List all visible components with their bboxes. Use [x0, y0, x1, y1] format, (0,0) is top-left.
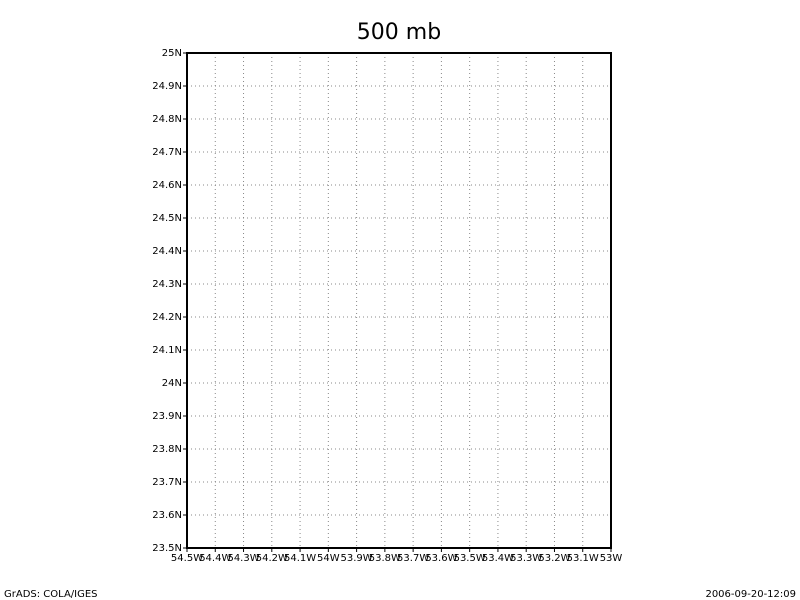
y-tick-label: 24.6N	[152, 180, 182, 191]
x-tick-label: 53.2W	[538, 553, 570, 564]
chart-title: 500 mb	[357, 20, 441, 45]
y-tick-label: 23.9N	[152, 411, 182, 422]
x-tick-label: 54W	[317, 553, 340, 564]
x-tick-label: 53.8W	[369, 553, 401, 564]
x-tick-label: 54.1W	[284, 553, 316, 564]
x-tick-label: 53.4W	[482, 553, 514, 564]
x-tick-label: 53.5W	[454, 553, 486, 564]
y-tick-label: 24.3N	[152, 279, 182, 290]
x-tick-label: 54.5W	[171, 553, 203, 564]
y-tick-label: 24.5N	[152, 213, 182, 224]
y-tick-label: 25N	[162, 48, 182, 59]
x-tick-label: 54.4W	[199, 553, 231, 564]
footer-left: GrADS: COLA/IGES	[4, 589, 98, 600]
y-tick-label: 24.8N	[152, 114, 182, 125]
y-tick-label: 24.1N	[152, 345, 182, 356]
x-tick-label: 53.6W	[425, 553, 457, 564]
x-tick-label: 53W	[600, 553, 623, 564]
x-tick-label: 53.3W	[510, 553, 542, 564]
footer-right: 2006-09-20-12:09	[705, 589, 796, 600]
y-tick-label: 24.9N	[152, 81, 182, 92]
y-tick-label: 24N	[162, 378, 182, 389]
x-tick-label: 53.1W	[567, 553, 599, 564]
x-tick-label: 54.3W	[227, 553, 259, 564]
y-tick-label: 23.5N	[152, 543, 182, 554]
y-tick-label: 24.7N	[152, 147, 182, 158]
x-tick-label: 53.9W	[341, 553, 373, 564]
y-tick-label: 23.6N	[152, 510, 182, 521]
x-tick-label: 53.7W	[397, 553, 429, 564]
y-tick-label: 23.7N	[152, 477, 182, 488]
y-tick-label: 24.4N	[152, 246, 182, 257]
x-tick-label: 54.2W	[256, 553, 288, 564]
y-tick-label: 23.8N	[152, 444, 182, 455]
plot-frame	[186, 52, 612, 549]
y-tick-label: 24.2N	[152, 312, 182, 323]
